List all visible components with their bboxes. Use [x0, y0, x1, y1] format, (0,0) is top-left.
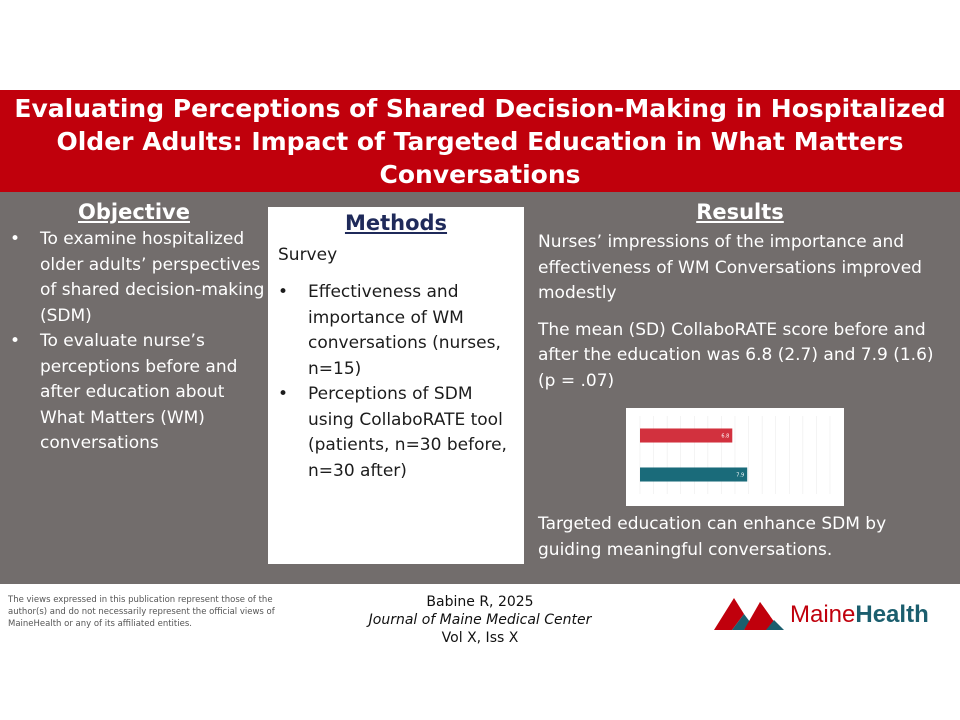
logo-text-maine: Maine [790, 601, 856, 628]
methods-list: Effectiveness and importance of WM conve… [278, 280, 514, 484]
chart-data-label: 6.8 [721, 433, 729, 439]
citation-journal: Journal of Maine Medical Center [368, 612, 592, 628]
content-panel: Objective To examine hospitalized older … [0, 192, 960, 584]
chart-bar [640, 428, 733, 443]
mountain-logo-icon [714, 598, 784, 630]
chart-data-label: 7.9 [736, 472, 744, 478]
objective-item: To examine hospitalized older adults’ pe… [0, 227, 268, 329]
disclaimer: The views expressed in this publication … [8, 595, 275, 629]
mainehealth-logo: MaineHealth [714, 594, 954, 634]
results-section: Results Nurses’ impressions of the impor… [530, 192, 950, 560]
collaborate-chart: 6.8 7.9 [626, 408, 844, 506]
methods-item: Perceptions of SDM using CollaboRATE too… [278, 382, 514, 484]
methods-item: Effectiveness and importance of WM conve… [278, 280, 514, 382]
chart-svg: 6.8 7.9 [639, 416, 831, 494]
objective-heading: Objective [78, 200, 190, 224]
results-conclusion: Targeted education can enhance SDM by gu… [538, 514, 887, 560]
methods-intro: Survey [278, 245, 338, 265]
methods-heading: Methods [344, 211, 448, 235]
objective-list: To examine hospitalized older adults’ pe… [0, 227, 268, 457]
logo-text-health: Health [855, 601, 929, 628]
objective-section: Objective To examine hospitalized older … [0, 192, 268, 457]
logo-wordmark: MaineHealth [790, 601, 929, 629]
chart-bar [640, 467, 748, 482]
citation-volume: Vol X, Iss X [441, 630, 519, 646]
citation: Babine R, 2025 Journal of Maine Medical … [360, 593, 600, 647]
citation-author: Babine R, 2025 [426, 594, 534, 610]
results-paragraph: The mean (SD) CollaboRATE score before a… [538, 319, 934, 391]
poster-title: Evaluating Perceptions of Shared Decisio… [0, 90, 960, 192]
objective-item: To evaluate nurse’s perceptions before a… [0, 329, 268, 457]
results-paragraph: Nurses’ impressions of the importance an… [538, 232, 922, 303]
methods-section: Methods Survey Effectiveness and importa… [268, 207, 524, 564]
results-heading: Results [696, 200, 784, 224]
